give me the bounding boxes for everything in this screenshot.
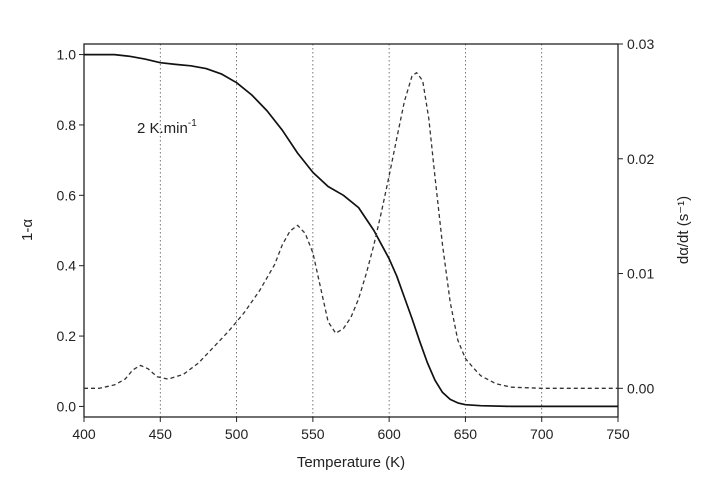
x-tick-label: 700 — [530, 426, 554, 442]
conversion-curve-line — [84, 53, 618, 408]
grid-layer — [159, 44, 543, 417]
y-right-tick-label: 0.02 — [627, 151, 654, 167]
y-left-tick-label: 0.4 — [57, 258, 77, 274]
y-right-tick-label: 0.00 — [627, 380, 654, 396]
x-tick-label: 450 — [149, 426, 173, 442]
y-left-tick-label: 1.0 — [57, 47, 77, 63]
x-tick-label: 550 — [301, 426, 325, 442]
rate-annotation: 2 K.min-1 — [137, 118, 197, 137]
y-left-axis-title: 1-α — [19, 219, 36, 241]
rate-annotation-text: 2 K.min — [137, 120, 188, 137]
y-left-tick-label: 0.2 — [57, 328, 77, 344]
y-right-tick-label: 0.01 — [627, 266, 654, 282]
x-tick-label: 500 — [225, 426, 249, 442]
rate-annotation-superscript: -1 — [188, 118, 197, 129]
x-axis-title: Temperature (K) — [297, 454, 405, 471]
rate-curve-line — [84, 72, 618, 389]
x-tick-label: 750 — [606, 426, 630, 442]
ticks-layer — [79, 43, 623, 422]
x-tick-label: 400 — [72, 426, 96, 442]
y-left-tick-label: 0.8 — [57, 117, 77, 133]
plot-frame — [83, 43, 619, 418]
labels-layer: 400 450 500 550 600 650 700 750 0.0 0.2 0.4 0.6 0.8 1… — [57, 36, 655, 442]
series-layer — [84, 53, 618, 408]
x-tick-label: 650 — [454, 426, 478, 442]
y-right-axis-title: dα/dt (s⁻¹) — [675, 196, 692, 264]
y-left-tick-label: 0.0 — [57, 398, 77, 414]
y-right-tick-label: 0.03 — [627, 36, 654, 52]
x-tick-label: 600 — [377, 426, 401, 442]
y-left-tick-label: 0.6 — [57, 187, 77, 203]
